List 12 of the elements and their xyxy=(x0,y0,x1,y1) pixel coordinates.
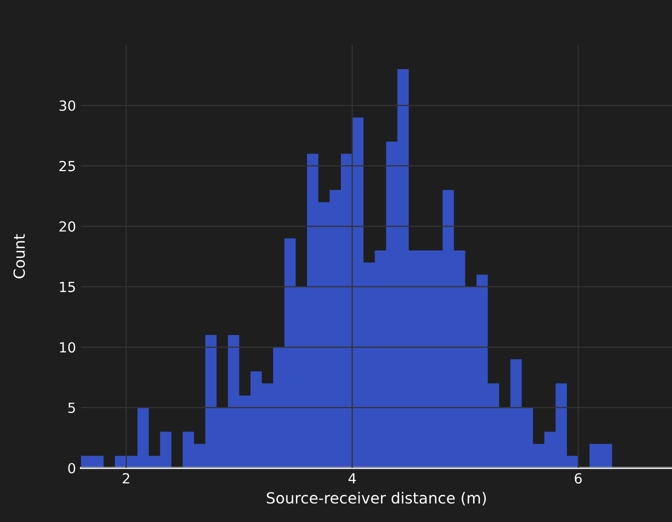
y-tick-label: 5 xyxy=(68,402,75,414)
x-tick-label: 2 xyxy=(122,473,130,484)
y-tick-label: 30 xyxy=(60,100,76,111)
x-axis-title: Source-receiver distance (m) xyxy=(266,492,486,506)
y-tick-label: 25 xyxy=(59,160,75,172)
y-tick-label: 10 xyxy=(60,342,76,353)
y-tick-label: 0 xyxy=(68,462,76,474)
x-tick-label: 4 xyxy=(348,473,356,484)
x-tick-label: 6 xyxy=(574,473,582,484)
y-tick-label: 15 xyxy=(60,282,75,292)
y-axis-title: Count xyxy=(13,234,25,278)
y-tick-label: 20 xyxy=(59,221,76,232)
